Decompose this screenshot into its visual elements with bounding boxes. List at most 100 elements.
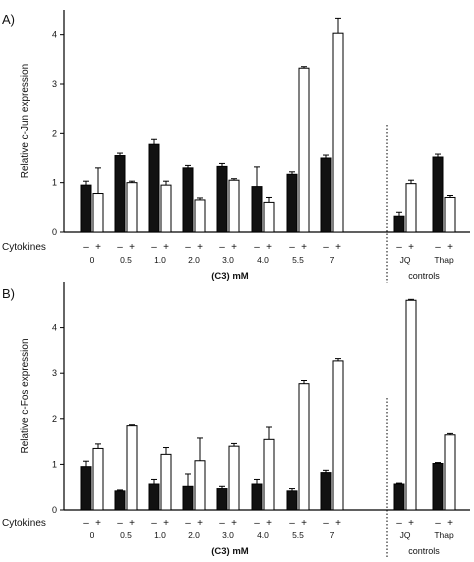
a-bar-minus-8: [393, 215, 405, 233]
b-bar-plus-6: [298, 383, 310, 511]
a-cytokine-sign-1-4: +: [231, 242, 237, 253]
b-cytokine-sign-0-7: –: [323, 518, 329, 529]
b-category-label-1: 0.5: [120, 530, 132, 540]
b-bar-minus-6: [286, 490, 298, 511]
b-category-label-4: 3.0: [222, 530, 234, 540]
a-y-tick-label-4: 4: [52, 30, 57, 40]
b-cytokine-sign-0-6: –: [289, 518, 295, 529]
b-bar-plus-7: [332, 360, 344, 511]
b-panel-label: B): [2, 286, 15, 301]
b-bar-minus-8: [393, 483, 405, 511]
a-cytokine-sign-0-2: –: [151, 242, 157, 253]
b-cytokine-sign-1-6: +: [301, 518, 307, 529]
b-bar-minus-7: [320, 472, 332, 511]
b-bar-minus-9: [432, 462, 444, 511]
a-category-label-4: 3.0: [222, 255, 234, 265]
b-cytokine-sign-0-9: –: [435, 518, 441, 529]
a-cytokine-sign-0-4: –: [219, 242, 225, 253]
b-cytokine-sign-0-0: –: [83, 518, 89, 529]
a-category-label-1: 0.5: [120, 255, 132, 265]
a-cytokine-sign-1-7: +: [335, 242, 341, 253]
b-cytokine-sign-0-5: –: [254, 518, 260, 529]
a-y-tick-label-0: 0: [52, 227, 57, 237]
a-bar-plus-8: [405, 183, 417, 233]
a-cytokine-sign-0-6: –: [289, 242, 295, 253]
b-cytokine-sign-1-7: +: [335, 518, 341, 529]
a-bar-plus-3: [194, 199, 206, 233]
b-cytokine-sign-1-2: +: [163, 518, 169, 529]
b-category-label-8: JQ: [400, 530, 411, 540]
a-category-label-9: Thap: [434, 255, 454, 265]
b-bar-plus-3: [194, 460, 206, 511]
a-cytokines-row-label: Cytokines: [2, 242, 46, 253]
b-bar-plus-4: [228, 445, 240, 511]
a-category-label-5: 4.0: [257, 255, 269, 265]
b-bar-minus-4: [216, 488, 228, 511]
a-cytokine-sign-1-6: +: [301, 242, 307, 253]
b-category-label-0: 0: [90, 530, 95, 540]
a-bar-minus-3: [182, 167, 194, 233]
b-y-tick-label-4: 4: [52, 323, 57, 333]
a-bar-plus-9: [444, 196, 456, 233]
b-cytokine-sign-0-8: –: [396, 518, 402, 529]
a-y-tick-label-3: 3: [52, 79, 57, 89]
b-cytokine-sign-1-1: +: [129, 518, 135, 529]
a-category-label-3: 2.0: [188, 255, 200, 265]
b-bar-minus-5: [251, 483, 263, 511]
a-bar-minus-9: [432, 156, 444, 233]
a-category-label-2: 1.0: [154, 255, 166, 265]
b-category-label-3: 2.0: [188, 530, 200, 540]
a-bar-minus-1: [114, 155, 126, 233]
b-category-label-7: 7: [330, 530, 335, 540]
b-cytokine-sign-0-3: –: [185, 518, 191, 529]
a-y-tick-label-1: 1: [52, 178, 57, 188]
a-category-label-0: 0: [90, 255, 95, 265]
a-cytokine-sign-0-0: –: [83, 242, 89, 253]
b-controls-label: controls: [408, 546, 440, 556]
b-y-axis-label: Relative c-Fos expression: [20, 338, 31, 453]
b-bar-plus-8: [405, 299, 417, 511]
a-bar-plus-4: [228, 179, 240, 233]
b-category-label-5: 4.0: [257, 530, 269, 540]
b-cytokine-sign-1-5: +: [266, 518, 272, 529]
a-cytokine-sign-0-9: –: [435, 242, 441, 253]
b-y-tick-label-3: 3: [52, 368, 57, 378]
b-cytokine-sign-0-1: –: [117, 518, 123, 529]
a-controls-label: controls: [408, 271, 440, 281]
b-cytokine-sign-1-9: +: [447, 518, 453, 529]
a-y-axis-label: Relative c-Jun expression: [20, 64, 31, 179]
a-category-label-8: JQ: [400, 255, 411, 265]
a-bar-minus-2: [148, 143, 160, 233]
b-cytokine-sign-1-0: +: [95, 518, 101, 529]
b-bar-plus-0: [92, 447, 104, 511]
a-panel-label: A): [2, 12, 15, 27]
b-bar-minus-1: [114, 490, 126, 511]
a-cytokine-sign-1-0: +: [95, 242, 101, 253]
b-category-label-6: 5.5: [292, 530, 304, 540]
b-bar-plus-9: [444, 434, 456, 511]
b-cytokine-sign-0-4: –: [219, 518, 225, 529]
a-category-label-6: 5.5: [292, 255, 304, 265]
b-y-tick-label-1: 1: [52, 459, 57, 469]
b-bar-minus-0: [80, 466, 92, 511]
a-bar-plus-1: [126, 182, 138, 233]
a-bar-minus-7: [320, 157, 332, 233]
a-bar-plus-0: [92, 193, 104, 233]
b-y-tick-label-0: 0: [52, 505, 57, 515]
a-cytokine-sign-1-9: +: [447, 242, 453, 253]
a-cytokine-sign-0-8: –: [396, 242, 402, 253]
a-bar-minus-4: [216, 165, 228, 233]
b-bar-plus-5: [263, 438, 275, 511]
a-concentration-label: (C3) mM: [211, 271, 249, 282]
a-bar-plus-6: [298, 67, 310, 233]
b-bar-plus-2: [160, 453, 172, 511]
b-cytokine-sign-0-2: –: [151, 518, 157, 529]
b-bar-minus-2: [148, 483, 160, 511]
b-cytokine-sign-1-3: +: [197, 518, 203, 529]
a-cytokine-sign-0-3: –: [185, 242, 191, 253]
a-bar-plus-7: [332, 32, 344, 233]
a-bar-minus-0: [80, 184, 92, 233]
a-cytokine-sign-1-2: +: [163, 242, 169, 253]
b-concentration-label: (C3) mM: [211, 546, 249, 557]
